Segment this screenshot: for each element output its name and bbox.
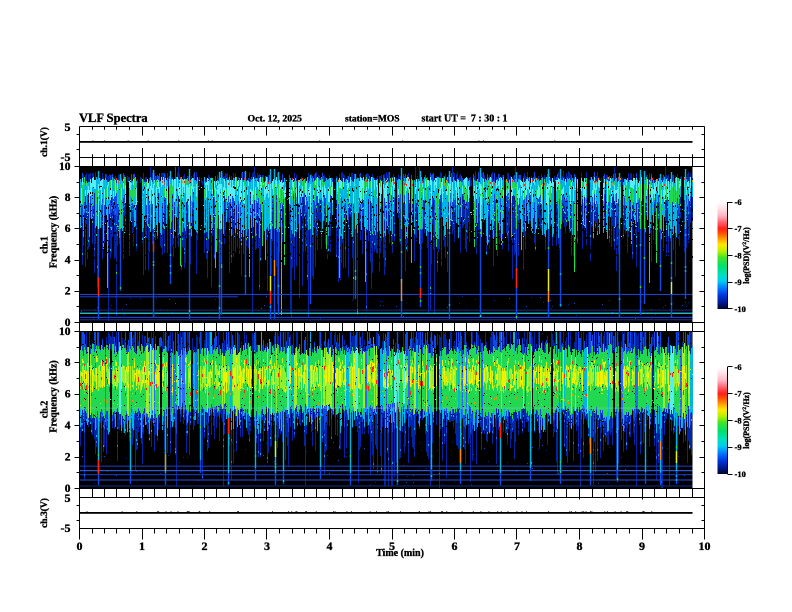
svg-text:5: 5 [389,539,395,553]
svg-text:4: 4 [65,254,71,266]
svg-text:ch.1(V): ch.1(V) [39,127,50,157]
svg-text:start UT = 7 : 30 : 1: start UT = 7 : 30 : 1 [422,114,508,125]
svg-text:9: 9 [639,539,645,553]
svg-text:-7: -7 [735,224,743,234]
svg-text:ch.3(V): ch.3(V) [39,498,50,528]
svg-text:Frequency (kHz): Frequency (kHz) [49,196,60,268]
svg-text:4: 4 [327,539,333,553]
svg-text:0: 0 [65,483,71,495]
svg-text:8: 8 [65,192,71,204]
svg-text:station=MOS: station=MOS [345,115,400,125]
svg-text:-7: -7 [735,389,743,399]
svg-text:1: 1 [139,539,145,553]
svg-text:-9: -9 [735,442,742,452]
svg-text:2: 2 [65,286,71,298]
svg-text:2: 2 [202,539,208,553]
svg-text:4: 4 [65,420,71,432]
svg-text:8: 8 [65,357,71,369]
svg-text:-5: -5 [61,150,71,164]
svg-text:-10: -10 [735,304,746,314]
svg-text:Oct. 12, 2025: Oct. 12, 2025 [248,114,303,125]
svg-text:Frequency (kHz): Frequency (kHz) [49,360,60,432]
svg-text:0: 0 [65,317,71,329]
svg-text:log(PSD)(V2/Hz): log(PSD)(V2/Hz) [742,227,751,284]
svg-text:VLF Spectra: VLF Spectra [79,111,148,125]
svg-text:-8: -8 [735,250,742,260]
svg-text:ch.1: ch.1 [40,236,51,254]
svg-text:8: 8 [577,539,583,553]
svg-text:-9: -9 [735,277,742,287]
svg-text:5: 5 [65,491,71,505]
svg-text:10: 10 [699,539,711,553]
svg-text:6: 6 [65,223,71,235]
svg-text:2: 2 [65,451,71,463]
svg-text:-8: -8 [735,415,742,425]
svg-text:Time (min): Time (min) [376,548,424,559]
svg-text:10: 10 [59,326,71,338]
svg-text:6: 6 [65,389,71,401]
svg-text:5: 5 [65,120,71,134]
svg-text:7: 7 [514,539,520,553]
svg-text:10: 10 [59,161,71,173]
svg-text:3: 3 [264,539,270,553]
svg-text:-6: -6 [735,197,742,207]
svg-text:-5: -5 [61,521,71,535]
svg-text:log(PSD)(V2/Hz): log(PSD)(V2/Hz) [742,392,751,449]
svg-text:ch.2: ch.2 [40,401,51,419]
svg-text:-6: -6 [735,362,742,372]
svg-text:-10: -10 [735,469,746,479]
svg-text:6: 6 [452,539,458,553]
svg-text:0: 0 [77,539,83,553]
